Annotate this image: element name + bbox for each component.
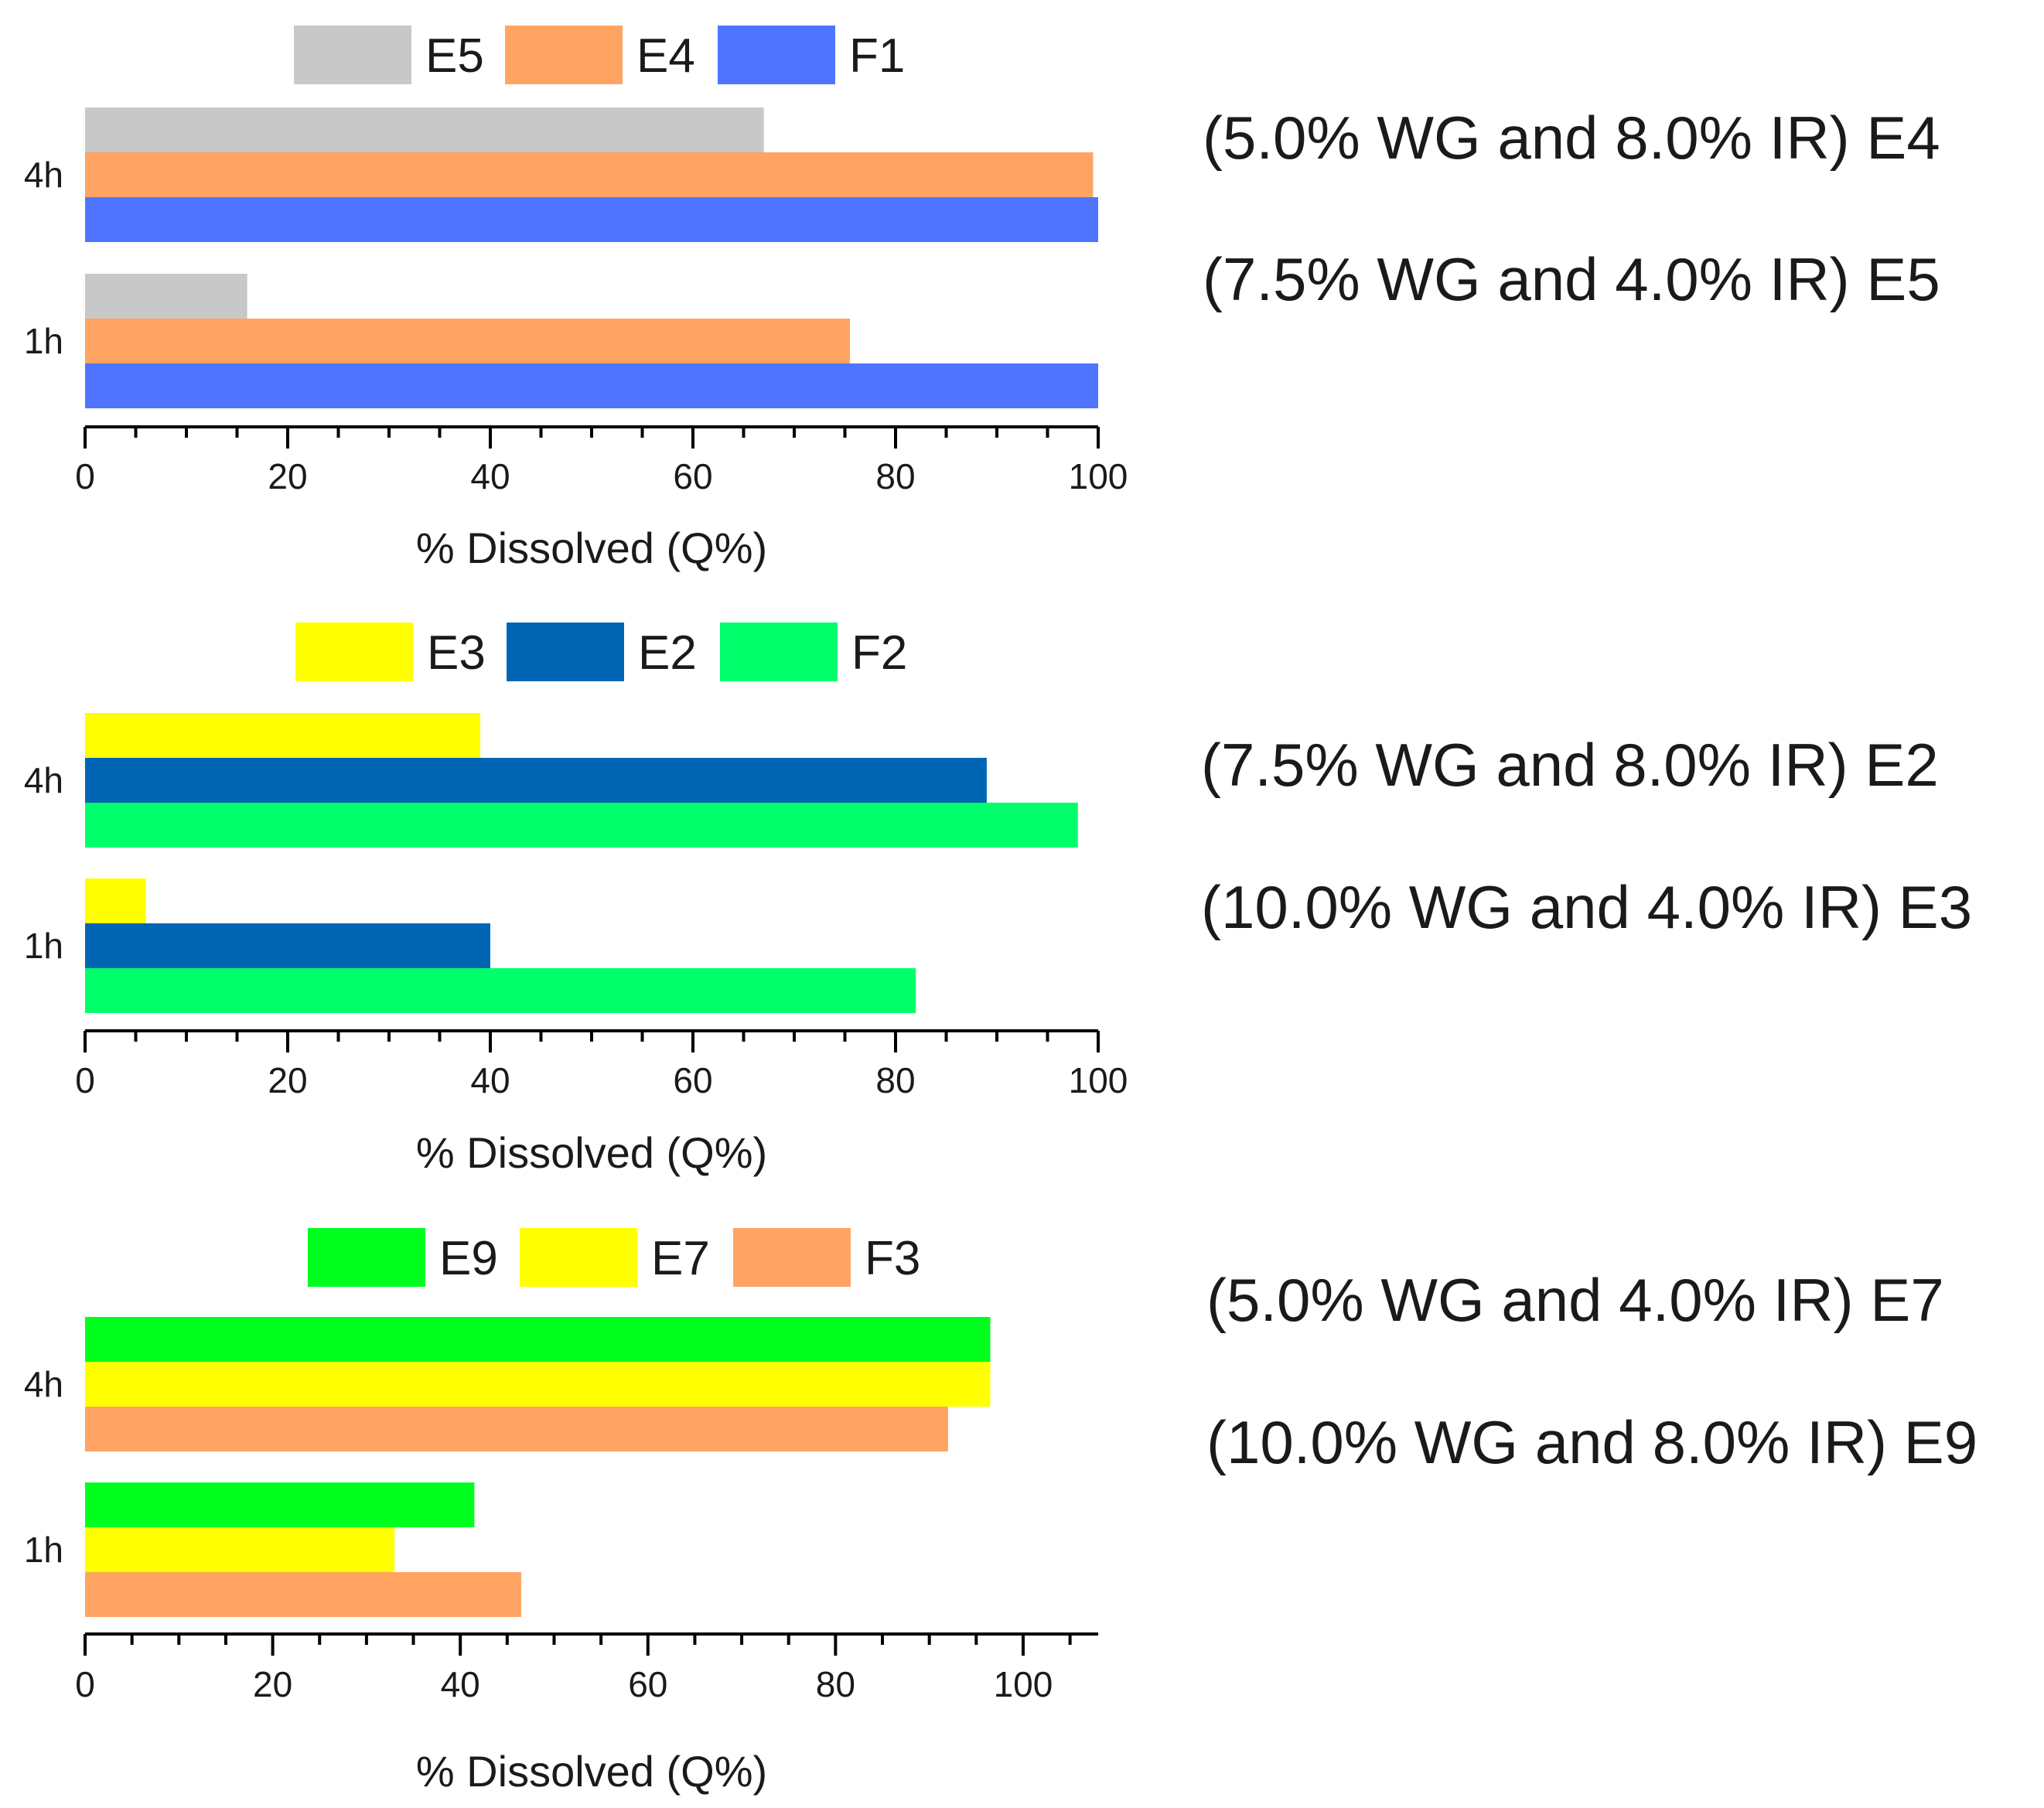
bar-e5-1h <box>85 274 247 319</box>
legend-label-e7: E7 <box>651 1232 710 1285</box>
bar-e2-4h <box>85 758 987 803</box>
x-tick-label: 40 <box>470 456 510 496</box>
bar-e9-4h <box>85 1317 991 1362</box>
legend-swatch-e9 <box>308 1228 425 1287</box>
x-tick-label: 100 <box>1069 1060 1128 1100</box>
x-axis-title: % Dissolved (Q%) <box>416 1747 767 1796</box>
legend-label-e9: E9 <box>439 1232 498 1285</box>
x-tick-label: 80 <box>816 1664 855 1704</box>
bar-e2-1h <box>85 923 490 968</box>
bar-f1-1h <box>85 363 1098 408</box>
legend-label-e4: E4 <box>636 29 695 83</box>
legend-swatch-e4 <box>505 26 623 84</box>
legend-label-e2: E2 <box>638 626 697 680</box>
formulation-note: (10.0% WG and 8.0% IR) E9 <box>1206 1408 1977 1476</box>
bar-f3-4h <box>85 1407 948 1452</box>
x-tick-label: 20 <box>268 1060 307 1100</box>
legend-swatch-e2 <box>507 623 624 681</box>
bar-e9-1h <box>85 1482 475 1527</box>
x-tick-label: 100 <box>1069 456 1128 496</box>
x-tick-label: 0 <box>75 456 95 496</box>
x-tick-label: 100 <box>994 1664 1053 1704</box>
legend-swatch-e5 <box>294 26 411 84</box>
category-label-4h: 4h <box>24 760 63 800</box>
legend-label-f2: F2 <box>851 626 907 680</box>
bar-f3-1h <box>85 1572 522 1617</box>
x-tick-label: 60 <box>628 1664 667 1704</box>
bar-f2-1h <box>85 968 916 1013</box>
legend-label-e3: E3 <box>427 626 486 680</box>
bar-e4-4h <box>85 152 1094 197</box>
category-label-4h: 4h <box>24 155 63 195</box>
bar-e7-1h <box>85 1527 395 1572</box>
legend-label-f1: F1 <box>849 29 905 83</box>
x-tick-label: 80 <box>875 1060 915 1100</box>
legend-label-f3: F3 <box>865 1232 920 1285</box>
formulation-note: (7.5% WG and 8.0% IR) E2 <box>1201 731 1939 799</box>
bar-e5-4h <box>85 107 764 152</box>
formulation-note: (10.0% WG and 4.0% IR) E3 <box>1201 873 1972 941</box>
legend-swatch-e7 <box>520 1228 637 1287</box>
legend-swatch-f1 <box>718 26 835 84</box>
x-axis-title: % Dissolved (Q%) <box>416 1128 767 1177</box>
formulation-note: (7.5% WG and 4.0% IR) E5 <box>1203 245 1940 313</box>
x-axis-title: % Dissolved (Q%) <box>416 524 767 572</box>
x-tick-label: 40 <box>470 1060 510 1100</box>
x-tick-label: 0 <box>75 1664 95 1704</box>
x-tick-label: 60 <box>673 456 712 496</box>
formulation-note: (5.0% WG and 8.0% IR) E4 <box>1203 104 1940 172</box>
bar-e3-4h <box>85 713 480 758</box>
legend-label-e5: E5 <box>425 29 484 83</box>
bar-f1-4h <box>85 197 1098 242</box>
x-tick-label: 60 <box>673 1060 712 1100</box>
category-label-4h: 4h <box>24 1364 63 1404</box>
panel-1: E5 E4 F1 4h 1h 0 20 40 60 80 100 % Dissolved (Q%) (5… <box>24 26 1940 572</box>
bar-f2-4h <box>85 803 1078 848</box>
panel-3: E9 E7 F3 4h 1h 0 20 40 60 80 100 % Dissolved (Q%) (5… <box>24 1228 1977 1796</box>
bar-e4-1h <box>85 319 851 363</box>
formulation-note: (5.0% WG and 4.0% IR) E7 <box>1206 1266 1944 1334</box>
legend-swatch-f3 <box>733 1228 851 1287</box>
bar-e3-1h <box>85 878 146 923</box>
legend-swatch-e3 <box>295 623 413 681</box>
bar-e7-4h <box>85 1362 991 1407</box>
x-tick-label: 40 <box>441 1664 480 1704</box>
panel-2: E3 E2 F2 4h 1h 0 20 40 60 80 100 % Dissolved (Q%) (7… <box>24 623 1972 1177</box>
x-tick-label: 20 <box>253 1664 292 1704</box>
legend-swatch-f2 <box>720 623 838 681</box>
category-label-1h: 1h <box>24 926 63 966</box>
category-label-1h: 1h <box>24 321 63 361</box>
x-tick-label: 20 <box>268 456 307 496</box>
x-tick-label: 0 <box>75 1060 95 1100</box>
x-tick-label: 80 <box>875 456 915 496</box>
category-label-1h: 1h <box>24 1530 63 1570</box>
